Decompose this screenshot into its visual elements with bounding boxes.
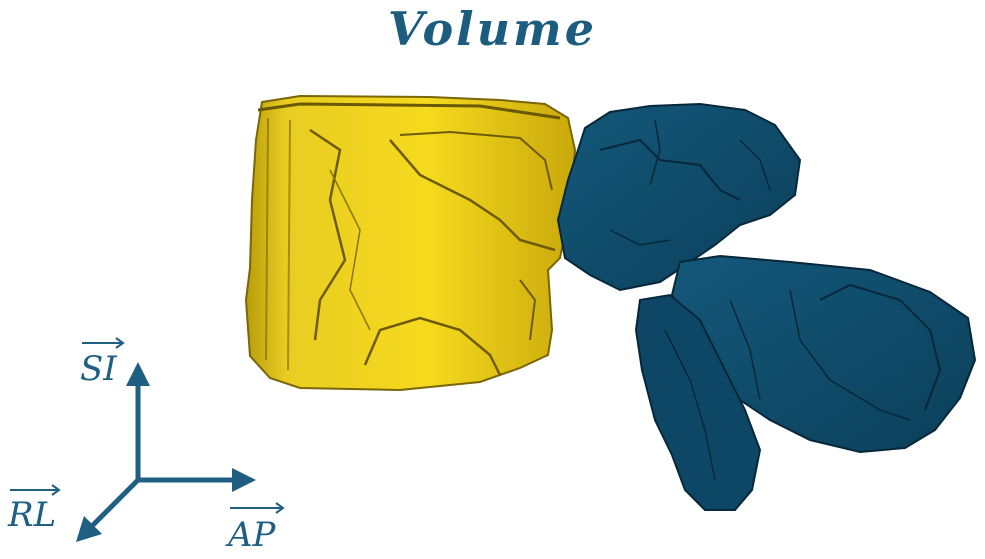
axis-label-rl: RL bbox=[7, 484, 61, 535]
orientation-axes bbox=[76, 362, 256, 542]
axis-label-ap-text: AP bbox=[225, 515, 277, 555]
axis-label-si-text: SI bbox=[80, 349, 117, 389]
si-arrowhead bbox=[126, 362, 150, 386]
posterior-elements bbox=[556, 102, 977, 511]
ap-arrowhead bbox=[232, 468, 256, 492]
vertebral-body bbox=[244, 94, 577, 392]
rl-arrowhead bbox=[76, 516, 102, 542]
figure-title: Volume bbox=[387, 2, 597, 56]
axis-label-rl-text: RL bbox=[7, 495, 56, 535]
axis-label-ap: AP bbox=[225, 502, 285, 555]
axis-label-si: SI bbox=[80, 337, 125, 389]
